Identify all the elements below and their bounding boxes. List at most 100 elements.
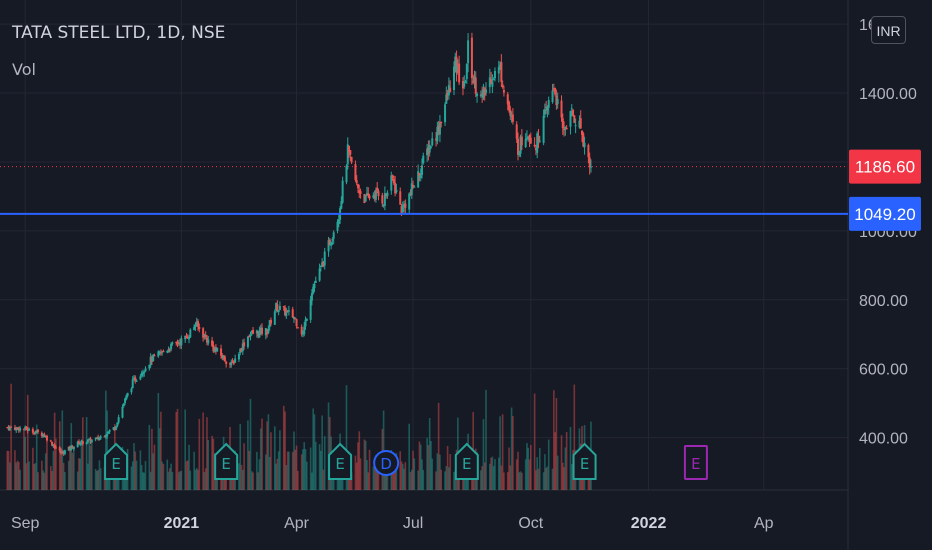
candle-body xyxy=(321,262,324,268)
x-tick-label: Sep xyxy=(11,515,40,532)
volume-bar xyxy=(394,457,396,490)
volume-bar xyxy=(318,444,321,490)
earnings-marker[interactable]: E xyxy=(683,445,708,480)
volume-bar xyxy=(105,390,107,490)
volume-bar xyxy=(78,458,80,490)
dividend-marker[interactable]: D xyxy=(373,450,400,476)
candle-body xyxy=(269,319,272,324)
earnings-marker[interactable]: E xyxy=(214,442,239,480)
volume-bar xyxy=(215,470,217,490)
volume-bar xyxy=(161,461,163,490)
candle-body xyxy=(175,342,178,344)
volume-bar xyxy=(160,411,162,490)
volume-bar xyxy=(492,466,495,490)
volume-bar xyxy=(518,472,521,490)
x-axis[interactable]: Sep 2021 Apr Jul Oct 2022 Ap xyxy=(11,515,774,532)
volume-bar xyxy=(143,472,146,490)
candle-body xyxy=(449,87,452,93)
candle-body xyxy=(341,180,344,203)
candle-body xyxy=(300,326,303,335)
volume-bar xyxy=(521,472,523,490)
volume-bar xyxy=(73,448,75,490)
candle-body xyxy=(570,108,573,110)
earnings-marker[interactable]: E xyxy=(328,442,353,480)
candle-body xyxy=(43,434,46,437)
volume-bar xyxy=(185,461,188,490)
volume-bar xyxy=(37,472,39,490)
candle-body xyxy=(44,436,47,438)
candle-body xyxy=(264,328,267,336)
candle-body xyxy=(222,355,225,359)
candle-body xyxy=(534,147,537,151)
volume-bar xyxy=(480,470,482,490)
candle-body xyxy=(573,115,576,123)
candle-body xyxy=(122,403,125,407)
volume-bar xyxy=(431,458,434,490)
candle-body xyxy=(470,37,473,79)
candle-body xyxy=(28,428,31,431)
candle-body xyxy=(508,101,511,111)
candle-body xyxy=(479,94,482,97)
candle-body xyxy=(121,406,124,418)
candle-body xyxy=(364,195,367,202)
candle-body xyxy=(510,116,513,118)
volume-bar xyxy=(171,471,174,490)
candle-body xyxy=(323,251,326,266)
y-axis[interactable]: 400.00600.00800.001000.001400.00161186.6… xyxy=(849,0,932,550)
earnings-marker[interactable]: E xyxy=(572,442,597,480)
volume-bar xyxy=(286,451,289,490)
x-tick-label: 2022 xyxy=(631,515,667,532)
candle-body xyxy=(310,293,313,301)
volume-bar xyxy=(96,470,98,490)
candle-body xyxy=(426,148,429,156)
volume-bar xyxy=(166,459,169,490)
candle-body xyxy=(250,331,253,334)
candle-body xyxy=(76,441,79,448)
volume-bar xyxy=(304,448,307,490)
candle-body xyxy=(176,342,179,345)
volume-bar xyxy=(87,463,89,490)
candle-body xyxy=(185,335,188,338)
candle-body xyxy=(511,114,514,122)
candle-body xyxy=(293,317,295,320)
earnings-marker[interactable]: E xyxy=(104,442,129,480)
volume-bar xyxy=(412,450,414,490)
candle-body xyxy=(435,138,438,141)
volume-bar xyxy=(266,421,268,490)
volume-bar xyxy=(440,469,442,490)
volume-bar xyxy=(512,416,514,490)
volume-bar xyxy=(202,412,204,490)
currency-button[interactable]: INR xyxy=(871,16,906,44)
svg-text:E: E xyxy=(580,455,589,473)
volume-bar xyxy=(422,469,425,490)
candle-body xyxy=(552,88,555,90)
candle-body xyxy=(135,380,138,382)
volume-bar xyxy=(106,410,108,490)
volume-bar xyxy=(556,455,559,490)
earnings-marker[interactable]: E xyxy=(454,442,479,480)
candle-body xyxy=(465,64,468,80)
candle-body xyxy=(332,232,335,239)
candle-body xyxy=(10,426,13,428)
candle-body xyxy=(454,56,457,69)
candle-body xyxy=(143,371,146,374)
volume-bar xyxy=(169,468,171,490)
candle-body xyxy=(572,109,575,116)
candle-body xyxy=(116,422,119,427)
volume-bar xyxy=(482,419,485,490)
candle-body xyxy=(193,326,196,331)
volume-bar xyxy=(297,470,299,490)
candle-body xyxy=(367,193,370,196)
volume-bar xyxy=(350,472,353,490)
candle-body xyxy=(515,124,518,139)
candle-body xyxy=(374,189,377,200)
candle-body xyxy=(53,444,56,449)
volume-bar xyxy=(403,468,405,490)
volume-bar xyxy=(99,468,102,490)
volume-bar xyxy=(125,472,128,490)
volume-bar xyxy=(51,471,53,490)
candle-body xyxy=(412,185,415,188)
volume-bar xyxy=(570,464,573,490)
